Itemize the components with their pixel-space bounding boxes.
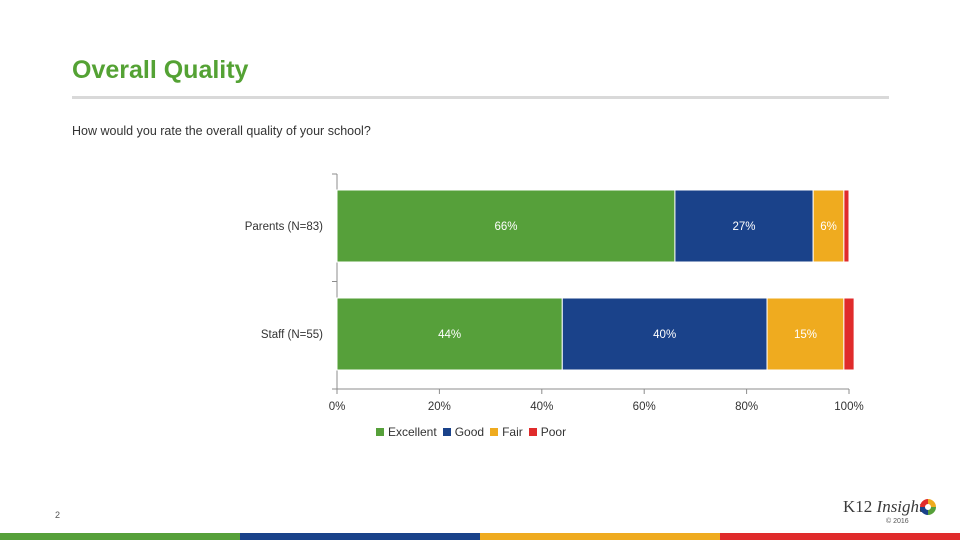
copyright-notice: © 2016: [886, 518, 909, 525]
bar-fair: [766, 297, 845, 371]
legend-item-poor: Poor: [528, 425, 567, 439]
x-tick-label: 40%: [530, 401, 553, 413]
logo-insight-text: Insight: [876, 497, 924, 516]
bar-excellent: [336, 297, 563, 371]
bar-good: [561, 297, 768, 371]
survey-question: How would you rate the overall quality o…: [72, 124, 371, 138]
legend-item-excellent: Excellent: [376, 425, 437, 439]
bar-excellent: [336, 189, 676, 263]
bar-poor: [843, 189, 850, 263]
logo-k12-text: K12: [843, 497, 873, 516]
data-label: 6%: [820, 221, 837, 233]
data-label: 40%: [653, 329, 676, 341]
x-tick-label: 60%: [633, 401, 656, 413]
footer-segment: [0, 533, 240, 540]
logo-text: K12 Insight: [843, 497, 924, 516]
bar-poor: [843, 297, 855, 371]
x-tick-label: 100%: [834, 401, 863, 413]
slide-title: Overall Quality: [72, 56, 249, 84]
legend-item-fair: Fair: [490, 425, 523, 439]
title-divider: [72, 96, 889, 99]
legend-label-fair: Fair: [502, 425, 523, 439]
chart-legend: Excellent Good Fair Poor: [376, 425, 572, 439]
legend-swatch-fair: [490, 428, 499, 436]
legend-swatch-excellent: [376, 428, 384, 436]
legend-swatch-poor: [528, 428, 537, 436]
data-label: 44%: [438, 329, 461, 341]
legend-swatch-good: [442, 428, 451, 436]
logo-mark-icon: [920, 499, 936, 515]
legend-label-excellent: Excellent: [388, 425, 437, 439]
footer-segment: [480, 533, 720, 540]
bar-good: [674, 189, 814, 263]
page-number: 2: [55, 510, 61, 520]
legend-label-poor: Poor: [540, 425, 567, 439]
data-label: 15%: [794, 329, 817, 341]
category-label: Staff (N=55): [261, 329, 323, 341]
x-tick-label: 20%: [428, 401, 451, 413]
legend-item-good: Good: [442, 425, 485, 439]
k12-insight-logo: K12 Insight: [843, 497, 939, 527]
data-label: 27%: [733, 221, 756, 233]
footer-segment: [720, 533, 960, 540]
footer-color-bar: [0, 533, 960, 540]
x-tick-label: 0%: [329, 401, 346, 413]
legend-label-good: Good: [454, 425, 485, 439]
footer-segment: [240, 533, 480, 540]
x-tick-label: 80%: [735, 401, 758, 413]
data-label: 66%: [494, 221, 517, 233]
bar-fair: [812, 189, 845, 263]
category-label: Parents (N=83): [245, 221, 323, 233]
